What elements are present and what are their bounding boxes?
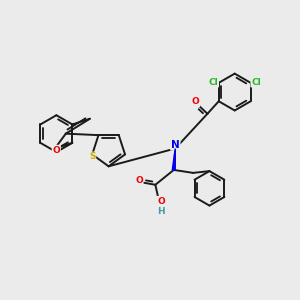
Polygon shape: [172, 148, 175, 170]
Text: H: H: [158, 207, 165, 216]
Text: S: S: [89, 152, 95, 161]
Text: N: N: [171, 140, 180, 150]
Text: O: O: [135, 176, 143, 185]
Text: O: O: [192, 97, 200, 106]
Text: Cl: Cl: [251, 78, 261, 87]
Text: O: O: [52, 146, 60, 154]
Text: O: O: [158, 196, 165, 206]
Text: Cl: Cl: [208, 78, 218, 87]
